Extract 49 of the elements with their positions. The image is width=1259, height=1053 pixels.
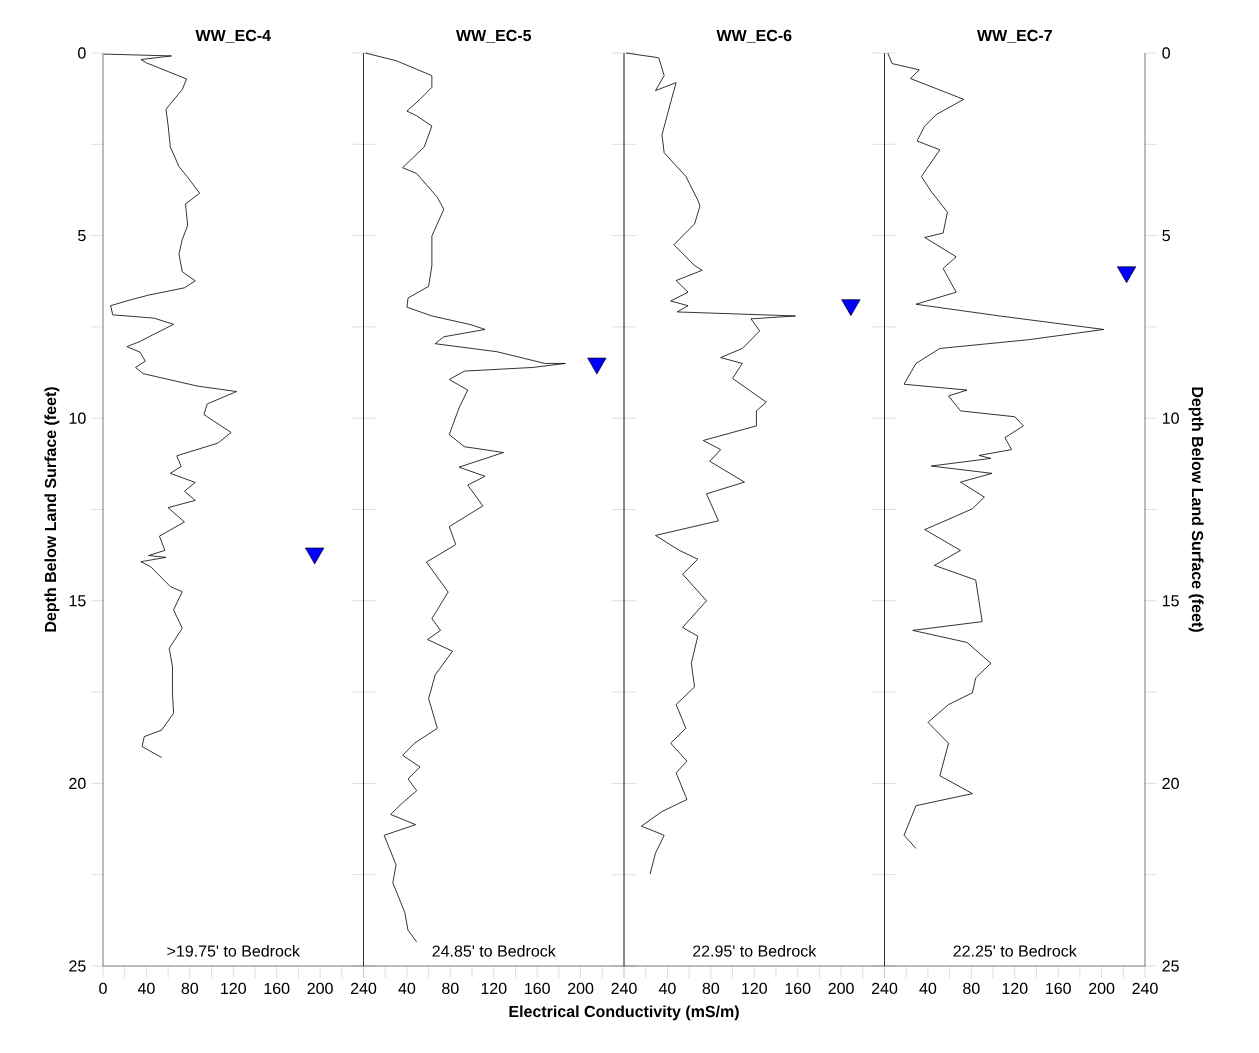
y2-tick-label: 20	[1162, 777, 1179, 790]
x-tick-label: 160	[525, 982, 550, 995]
chart-title: WW_EC-5	[456, 29, 532, 43]
x-tick-label: 240	[1132, 982, 1158, 995]
x-tick-label: 80	[963, 982, 980, 995]
x-tick-label: 80	[702, 982, 720, 995]
x-tick-label: 160	[264, 982, 290, 995]
chart-title: WW_EC-6	[716, 29, 792, 43]
x-tick-label: 200	[828, 982, 854, 995]
x-tick-label: 160	[785, 982, 811, 995]
line-series	[887, 52, 1105, 849]
x-tick-label: 80	[181, 982, 199, 995]
y2-tick-label: 0	[1162, 47, 1171, 59]
annotation: 22.25' to Bedrock	[953, 944, 1077, 957]
annotation: >19.75' to Bedrock	[167, 944, 300, 957]
y2-axis-title: Depth Below Land Surface (feet)	[1188, 387, 1204, 632]
y2-tick-label: 10	[1162, 412, 1179, 424]
x-tick-label: 120	[481, 982, 507, 995]
x-tick-label: 40	[658, 982, 676, 995]
x-tick-label: 160	[1046, 982, 1071, 995]
x-tick-label: 40	[398, 982, 416, 995]
x-tick-label: 40	[919, 982, 937, 995]
chart-title: WW_EC-7	[977, 29, 1052, 43]
y2-tick-label: 25	[1162, 960, 1179, 972]
x-tick-label: 200	[568, 982, 594, 995]
x-tick-label: 240	[350, 982, 377, 995]
x-axis-title: Electrical Conductivity (mS/m)	[509, 1005, 739, 1021]
y2-tick-label: 5	[1162, 230, 1170, 242]
x-tick-label: 120	[1002, 982, 1028, 995]
y-tick-label: 10	[69, 412, 86, 424]
x-tick-label: 240	[611, 982, 637, 995]
y-tick-label: 20	[69, 777, 86, 790]
chart-title: WW_EC-4	[195, 29, 271, 43]
x-tick-label: 200	[1089, 982, 1115, 995]
x-tick-label: 80	[442, 982, 459, 995]
x-tick-label: 120	[221, 982, 246, 995]
x-tick-label: 40	[137, 982, 155, 995]
y-tick-label: 15	[69, 595, 86, 607]
annotation: 22.95' to Bedrock	[693, 944, 817, 957]
x-tick-label: 200	[307, 982, 333, 995]
x-tick-label: 240	[871, 982, 898, 995]
y-tick-label: 5	[78, 230, 86, 242]
y-axis-title: Depth Below Land Surface (feet)	[44, 387, 60, 632]
x-tick-label: 0	[99, 982, 107, 995]
y2-tick-label: 15	[1162, 595, 1179, 607]
y-tick-label: 25	[69, 960, 86, 972]
x-tick-label: 120	[742, 982, 767, 995]
annotation: 24.85' to Bedrock	[432, 944, 556, 957]
y-tick-label: 0	[78, 47, 86, 59]
